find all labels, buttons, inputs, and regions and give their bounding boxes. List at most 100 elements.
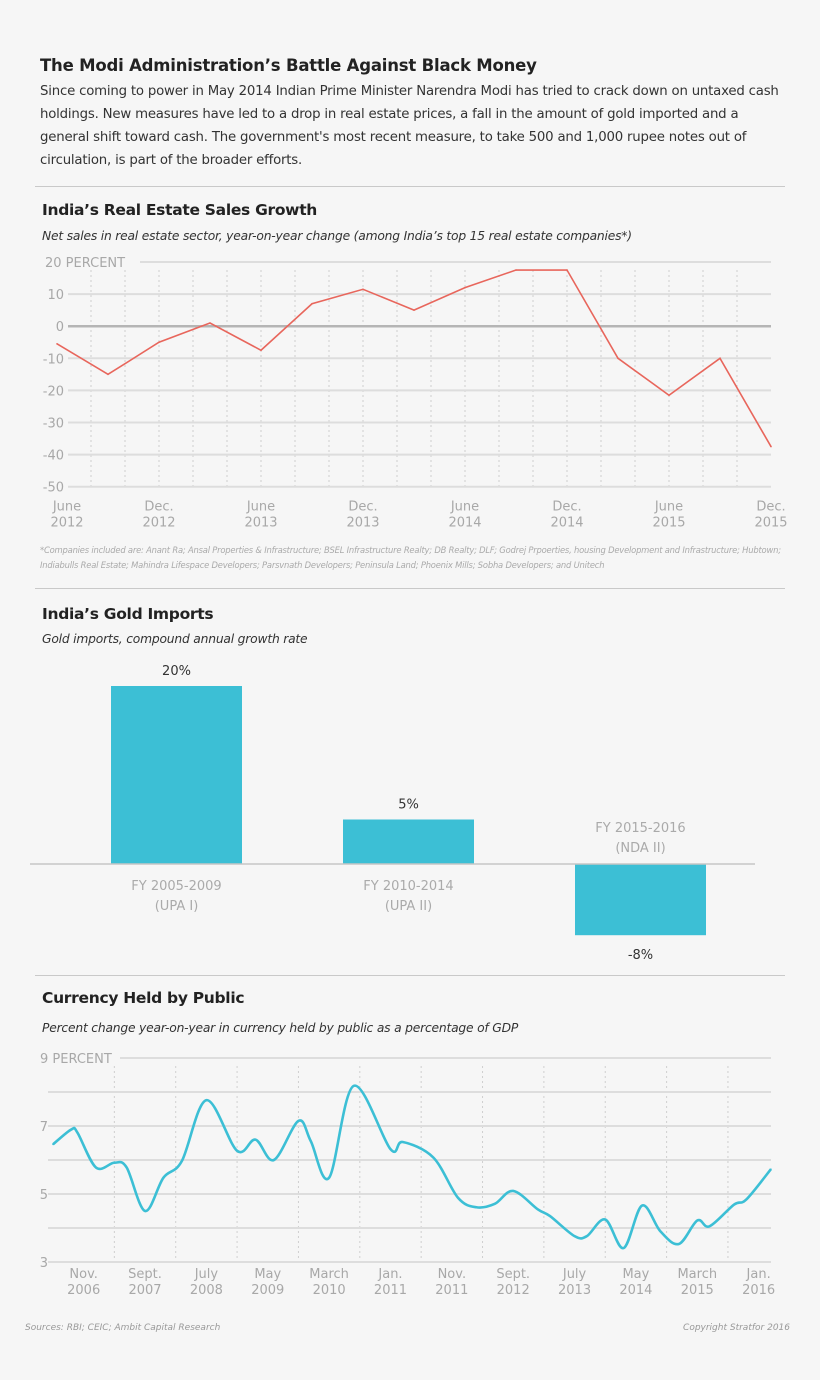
data-point [236, 1150, 238, 1152]
x-tick-label: May [254, 1267, 281, 1282]
x-tick-label: 2013 [558, 1283, 591, 1298]
category-label: (NDA II) [615, 841, 665, 856]
x-tick-label: July [562, 1267, 587, 1282]
data-point [708, 1225, 711, 1228]
y-tick-label: -50 [43, 481, 64, 496]
category-label: (UPA I) [155, 899, 199, 914]
sources: Sources: RBI; CEIC; Ambit Capital Resear… [25, 1323, 221, 1333]
category-label: FY 2005-2009 [131, 879, 221, 894]
data-point [52, 1143, 54, 1146]
data-point [309, 1140, 312, 1142]
real-estate-title: India’s Real Estate Sales Growth [42, 201, 318, 219]
x-tick-label: 2011 [374, 1283, 407, 1298]
data-point [158, 341, 160, 344]
series-line [52, 1084, 772, 1250]
data-point [745, 1198, 748, 1201]
x-tick-label: 2012 [497, 1283, 530, 1298]
data-point [95, 1166, 97, 1169]
data-point [641, 1204, 643, 1207]
data-label: 20% [162, 664, 191, 679]
category-label: FY 2015-2016 [595, 821, 685, 836]
data-point [536, 1208, 539, 1211]
y-tick-label: 5 [40, 1188, 48, 1203]
data-point [107, 373, 109, 376]
x-tick-label: 2009 [251, 1283, 284, 1298]
data-point [770, 445, 772, 448]
data-point [209, 322, 211, 324]
data-point [362, 288, 364, 291]
x-tick-label: 2010 [313, 1283, 346, 1298]
x-tick-label: Jan. [377, 1267, 402, 1282]
data-point [162, 1176, 165, 1179]
x-tick-label: Sept. [128, 1267, 162, 1282]
gold-imports-subtitle: Gold imports, compound annual growth rat… [42, 632, 308, 646]
y-tick-label: 9 PERCENT [40, 1052, 112, 1067]
x-tick-label: Dec. [756, 500, 785, 515]
x-tick-label: 2014 [550, 516, 583, 531]
x-tick-label: March [677, 1267, 717, 1282]
data-point [617, 357, 619, 360]
x-tick-label: Dec. [348, 500, 377, 515]
category-label: (UPA II) [385, 899, 432, 914]
data-point [76, 1132, 79, 1134]
x-tick-label: May [622, 1267, 649, 1282]
x-tick-label: Nov. [69, 1267, 98, 1282]
x-tick-label: June [52, 500, 81, 515]
y-tick-label: 7 [40, 1120, 48, 1135]
x-tick-label: 2011 [435, 1283, 468, 1298]
data-point [260, 349, 262, 352]
data-point [566, 269, 568, 271]
main-title: The Modi Administration’s Battle Against… [40, 56, 537, 75]
y-tick-label: -40 [43, 449, 64, 464]
y-tick-label: -30 [43, 417, 64, 432]
data-point [205, 1099, 208, 1101]
x-tick-label: Dec. [144, 500, 173, 515]
x-tick-label: March [309, 1267, 349, 1282]
data-point [70, 1128, 73, 1131]
x-tick-label: 2012 [50, 516, 83, 531]
data-point [464, 286, 466, 289]
real-estate-chart: 20 PERCENT100-10-20-30-40-50June2012Dec.… [43, 256, 788, 531]
x-tick-label: 2014 [619, 1283, 652, 1298]
copyright: Copyright Stratfor 2016 [683, 1323, 790, 1333]
x-tick-label: 2013 [346, 516, 379, 531]
y-tick-label: -20 [43, 384, 64, 399]
x-tick-label: 2013 [244, 516, 277, 531]
data-point [512, 1190, 514, 1192]
data-point [733, 1203, 735, 1206]
x-tick-label: 2015 [681, 1283, 714, 1298]
data-label: -8% [628, 948, 653, 963]
data-point [659, 1230, 662, 1233]
bar [343, 819, 474, 864]
data-point [273, 1159, 275, 1161]
data-point [719, 357, 721, 360]
x-tick-label: June [654, 500, 683, 515]
divider [35, 186, 785, 187]
data-point [113, 1161, 116, 1164]
x-tick-label: Nov. [438, 1267, 467, 1282]
x-tick-label: 2015 [652, 516, 685, 531]
x-tick-label: June [246, 500, 275, 515]
y-tick-label: 0 [56, 320, 64, 335]
data-point [770, 1168, 772, 1170]
data-point [144, 1210, 146, 1212]
data-point [413, 309, 415, 311]
y-tick-label: 20 PERCENT [45, 256, 125, 271]
data-point [549, 1215, 551, 1217]
bar [111, 686, 242, 864]
data-point [493, 1203, 496, 1205]
data-point [352, 1085, 355, 1087]
currency-title: Currency Held by Public [42, 989, 245, 1007]
gold-imports-title: India’s Gold Imports [42, 605, 214, 623]
gold-imports-chart: 20% FY 2005-2009 (UPA I) 5% FY 2010-2014 (UPA… [30, 664, 755, 963]
y-tick-label: 3 [40, 1256, 48, 1271]
x-tick-label: June [450, 500, 479, 515]
divider [35, 975, 785, 976]
data-point [604, 1218, 607, 1221]
data-point [125, 1166, 128, 1169]
real-estate-subtitle: Net sales in real estate sector, year-on… [42, 229, 632, 243]
data-point [181, 1160, 183, 1162]
divider [35, 588, 785, 589]
data-point [432, 1156, 435, 1159]
x-tick-label: Sept. [496, 1267, 530, 1282]
